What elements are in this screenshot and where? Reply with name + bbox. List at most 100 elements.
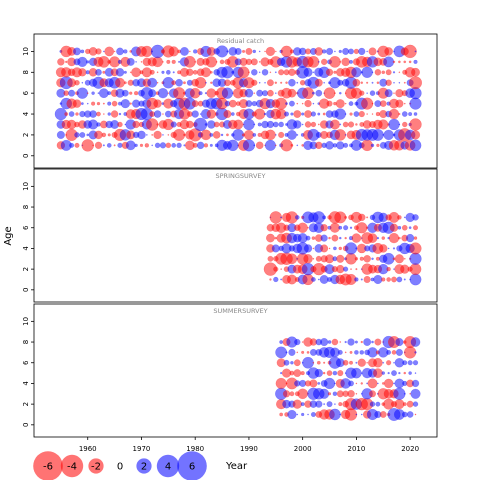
residual-bubble [347,390,355,398]
residual-bubble [327,392,332,396]
residual-bubble [337,370,344,377]
residual-bubble [338,91,342,95]
residual-bubble [203,143,209,148]
residual-bubble [343,225,349,231]
residual-bubble [274,71,277,74]
residual-bubble [408,226,412,230]
residual-bubble [303,67,313,77]
residual-bubble [396,276,403,283]
y-tick-label: 10 [22,317,30,326]
residual-bubble [251,79,258,86]
residual-bubble [386,277,391,282]
residual-bubble [233,119,244,130]
residual-bubble [73,47,81,56]
residual-bubble [115,77,125,88]
residual-bubble [221,87,234,99]
residual-bubble [314,78,323,87]
residual-bubble [301,112,305,116]
residual-bubble [132,120,140,129]
residual-bubble [317,278,320,281]
residual-bubble [333,70,337,74]
residual-bubble [319,388,330,399]
residual-bubble [403,102,406,105]
residual-bubble [103,113,105,115]
residual-bubble [68,111,75,117]
residual-bubble [355,268,358,271]
residual-bubble [152,56,163,68]
residual-bubble [317,61,320,63]
residual-bubble [284,111,290,117]
residual-bubble [280,216,283,219]
residual-bubble [398,71,401,74]
residual-bubble [288,100,295,107]
residual-bubble [171,142,177,148]
residual-bubble [333,246,337,251]
legend-label: -2 [91,462,101,473]
residual-bubble [406,411,414,418]
residual-bubble [312,247,315,250]
residual-bubble [230,112,235,116]
residual-bubble [172,71,175,74]
residual-bubble [74,80,80,86]
residual-bubble [342,121,349,128]
residual-bubble [80,102,84,106]
residual-bubble [315,400,323,408]
residual-bubble [392,247,396,250]
legend: -6 -4 -2 0 2 4 6 [33,451,207,480]
residual-bubble [120,98,130,109]
residual-bubble [379,411,387,418]
residual-bubble [387,371,390,375]
residual-bubble [408,112,413,117]
residual-bubble [411,67,420,77]
residual-bubble [102,144,105,147]
residual-bubble [278,121,284,128]
residual-bubble [391,276,397,283]
y-tick-label: 2 [22,267,30,271]
residual-bubble [323,361,326,364]
residual-bubble [256,89,264,97]
residual-bubble [312,257,315,260]
residual-bubble [92,144,94,147]
panel-title: SUMMERSURVEY [213,307,267,315]
residual-bubble [375,401,381,407]
residual-bubble [285,102,288,105]
residual-bubble [300,402,305,407]
residual-bubble [320,234,328,242]
residual-bubble [206,109,217,119]
residual-bubble [314,47,324,56]
residual-bubble [410,130,421,140]
residual-bubble [373,368,383,378]
residual-bubble [371,113,374,115]
residual-bubble [183,55,196,68]
residual-bubble [322,112,326,116]
residual-bubble [386,349,392,355]
residual-bubble [320,337,329,347]
residual-bubble [344,408,358,421]
residual-bubble [301,350,305,354]
residual-bubble [348,101,354,106]
residual-bubble [323,87,336,99]
residual-bubble [304,110,312,118]
residual-bubble [91,91,95,95]
legend-bubble [33,451,63,480]
residual-bubble [242,49,246,53]
panel-1: Residual catch 0 2 4 6 8 10 [22,33,438,169]
residual-bubble [293,359,301,367]
residual-bubble [287,130,297,140]
residual-bubble [382,361,385,364]
residual-bubble [311,91,315,95]
residual-bubble [411,379,420,388]
residual-bubble [409,242,422,255]
residual-bubble [205,81,207,84]
residual-bubble [86,92,89,94]
residual-bubble [107,91,112,96]
residual-bubble [107,133,111,137]
residual-bubble [209,132,214,137]
residual-bubble [98,88,109,99]
residual-bubble [388,232,400,244]
residual-bubble [381,371,385,375]
residual-bubble [413,225,419,231]
residual-bubble [77,56,88,67]
residual-bubble [413,59,418,64]
residual-bubble [381,236,386,240]
